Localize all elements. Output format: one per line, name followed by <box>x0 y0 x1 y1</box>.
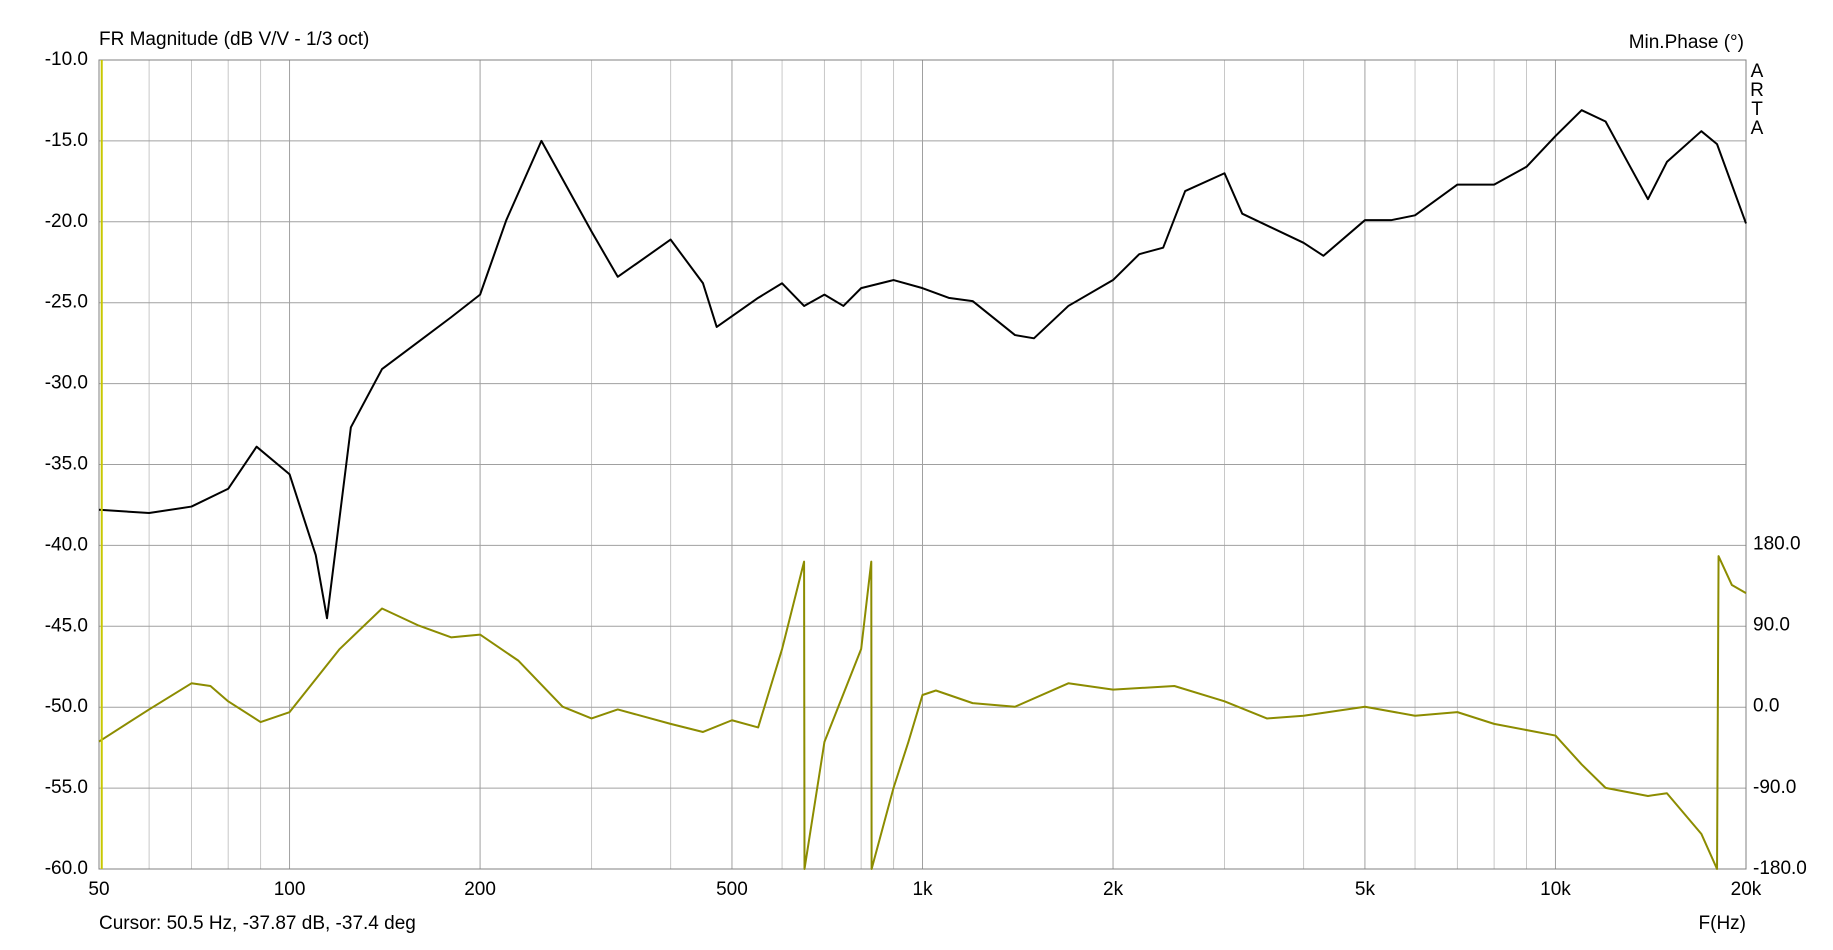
y2-tick-label: 180.0 <box>1753 533 1801 554</box>
y-tick-label: -55.0 <box>45 777 88 798</box>
x-tick-label: 20k <box>1731 879 1762 900</box>
y2-tick-label: 90.0 <box>1753 615 1790 636</box>
y-tick-label: -40.0 <box>45 534 88 555</box>
series-line <box>98 109 1747 620</box>
y-tick-label: -35.0 <box>45 454 88 475</box>
y-tick-label: -20.0 <box>45 211 88 232</box>
x-tick-label: 100 <box>274 879 306 900</box>
x-tick-label: 5k <box>1355 879 1376 900</box>
x-tick-label: 50 <box>88 879 109 900</box>
y2-tick-label: -90.0 <box>1753 777 1796 798</box>
x-tick-label: 1k <box>912 879 933 900</box>
series-line <box>98 555 1747 870</box>
y2-tick-label: 0.0 <box>1753 696 1779 717</box>
y-tick-label: -50.0 <box>45 696 88 717</box>
x-tick-label: 10k <box>1540 879 1571 900</box>
plot-frame <box>98 59 1747 870</box>
y-tick-label: -60.0 <box>45 858 88 879</box>
watermark-letter: T <box>1751 99 1763 120</box>
x-tick-label: 200 <box>464 879 496 900</box>
watermark-letter: R <box>1750 80 1764 101</box>
y-tick-label: -30.0 <box>45 373 88 394</box>
y-tick-label: -45.0 <box>45 615 88 636</box>
y2-tick-label: -180.0 <box>1753 858 1807 879</box>
y-tick-label: -10.0 <box>45 49 88 70</box>
x-tick-label: 2k <box>1103 879 1124 900</box>
chart-title: FR Magnitude (dB V/V - 1/3 oct) <box>99 29 369 50</box>
x-tick-label: 500 <box>716 879 748 900</box>
watermark-letter: A <box>1751 118 1764 139</box>
y-tick-label: -25.0 <box>45 292 88 313</box>
y2-title: Min.Phase (°) <box>1629 32 1744 53</box>
x-axis-label: F(Hz) <box>1699 913 1746 934</box>
watermark-letter: A <box>1751 61 1764 82</box>
y-tick-label: -15.0 <box>45 130 88 151</box>
cursor-readout: Cursor: 50.5 Hz, -37.87 dB, -37.4 deg <box>99 913 416 934</box>
